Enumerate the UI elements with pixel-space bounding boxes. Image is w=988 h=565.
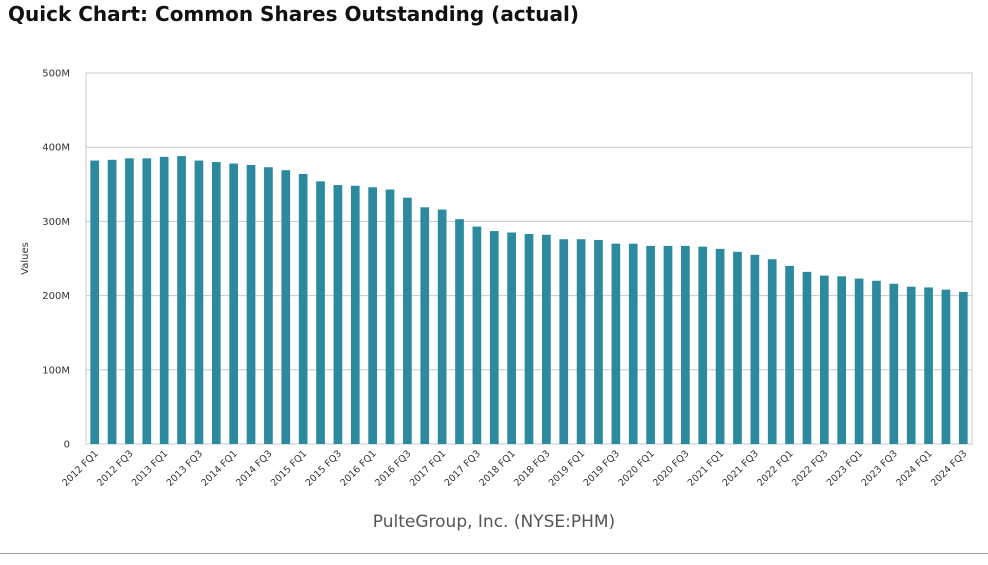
x-tick-label: 2024 FQ3	[929, 448, 969, 488]
bar	[211, 162, 221, 445]
bar	[576, 239, 586, 444]
bar	[194, 160, 204, 444]
bar	[489, 231, 499, 444]
bar	[403, 197, 412, 444]
x-tick-label: 2020 FQ1	[616, 448, 656, 488]
x-tick-label: 2013 FQ1	[130, 448, 170, 488]
x-tick-label: 2017 FQ3	[443, 448, 483, 488]
bar	[628, 243, 638, 444]
x-tick-label: 2014 FQ3	[234, 448, 274, 488]
bar	[246, 165, 256, 444]
x-tick-label: 2013 FQ3	[165, 448, 205, 488]
bar	[524, 234, 534, 444]
bar	[368, 187, 377, 444]
bar	[107, 159, 117, 444]
bar	[385, 189, 395, 444]
x-tick-label: 2021 FQ3	[721, 448, 761, 488]
bar	[715, 248, 725, 444]
y-axis-ticks: 0 100M 200M 300M 400M 500M	[42, 69, 70, 451]
bar	[159, 156, 169, 444]
x-tick-label: 2020 FQ3	[651, 448, 691, 488]
bar	[281, 170, 291, 444]
x-tick-label: 2021 FQ1	[686, 448, 726, 488]
x-tick-label: 2017 FQ1	[408, 448, 448, 488]
bar	[681, 245, 690, 444]
bar	[559, 239, 569, 444]
bar	[785, 265, 794, 444]
bar	[420, 207, 430, 444]
bar	[663, 245, 673, 444]
bars	[90, 156, 968, 445]
x-tick-label: 2016 FQ3	[373, 448, 413, 488]
x-tick-label: 2018 FQ1	[477, 448, 517, 488]
bar	[455, 219, 464, 444]
bar	[924, 287, 933, 444]
x-tick-label: 2012 FQ1	[60, 448, 100, 488]
bar	[594, 239, 603, 444]
x-tick-label: 2024 FQ1	[894, 448, 934, 488]
y-tick-label: 500M	[42, 69, 70, 80]
bar	[264, 167, 273, 445]
x-tick-label: 2015 FQ3	[304, 448, 344, 488]
x-tick-label: 2019 FQ1	[547, 448, 587, 488]
bar	[698, 246, 708, 444]
x-tick-label: 2018 FQ3	[512, 448, 552, 488]
bar	[733, 251, 742, 444]
x-tick-label: 2023 FQ1	[825, 448, 865, 488]
bar	[854, 278, 864, 444]
y-tick-label: 0	[64, 440, 70, 451]
bar	[872, 280, 881, 444]
bar	[333, 185, 343, 445]
x-tick-label: 2022 FQ1	[755, 448, 795, 488]
bar	[819, 275, 829, 444]
bar	[941, 289, 951, 444]
bar	[316, 181, 325, 444]
page-title: Quick Chart: Common Shares Outstanding (…	[8, 2, 579, 26]
y-axis-label: Values	[20, 242, 31, 275]
bar	[542, 234, 551, 444]
bar	[750, 254, 760, 444]
x-tick-label: 2014 FQ1	[199, 448, 239, 488]
x-tick-label: 2012 FQ3	[95, 448, 135, 488]
x-tick-label: 2015 FQ1	[269, 448, 309, 488]
footer-divider	[0, 553, 988, 554]
bar	[611, 243, 621, 444]
y-tick-label: 100M	[42, 365, 70, 376]
bar	[142, 158, 152, 444]
bar	[767, 259, 777, 444]
bar	[958, 291, 968, 444]
bar	[837, 276, 847, 444]
bar	[125, 158, 134, 444]
y-tick-label: 200M	[42, 291, 70, 302]
y-tick-label: 300M	[42, 217, 70, 228]
bar	[906, 286, 916, 444]
bar	[90, 160, 100, 444]
bar	[298, 173, 308, 444]
x-tick-label: 2023 FQ3	[860, 448, 900, 488]
bar	[889, 283, 899, 444]
bar	[472, 226, 482, 444]
bar	[437, 209, 447, 444]
bar	[507, 232, 516, 444]
company-label: PulteGroup, Inc. (NYSE:PHM)	[372, 512, 616, 532]
bar	[177, 156, 186, 444]
bar	[802, 271, 812, 444]
x-tick-label: 2016 FQ1	[338, 448, 378, 488]
y-tick-label: 400M	[42, 143, 70, 154]
bar	[646, 245, 655, 444]
x-tick-label: 2019 FQ3	[582, 448, 622, 488]
bar	[229, 163, 239, 444]
x-tick-label: 2022 FQ3	[790, 448, 830, 488]
bar	[350, 185, 360, 444]
